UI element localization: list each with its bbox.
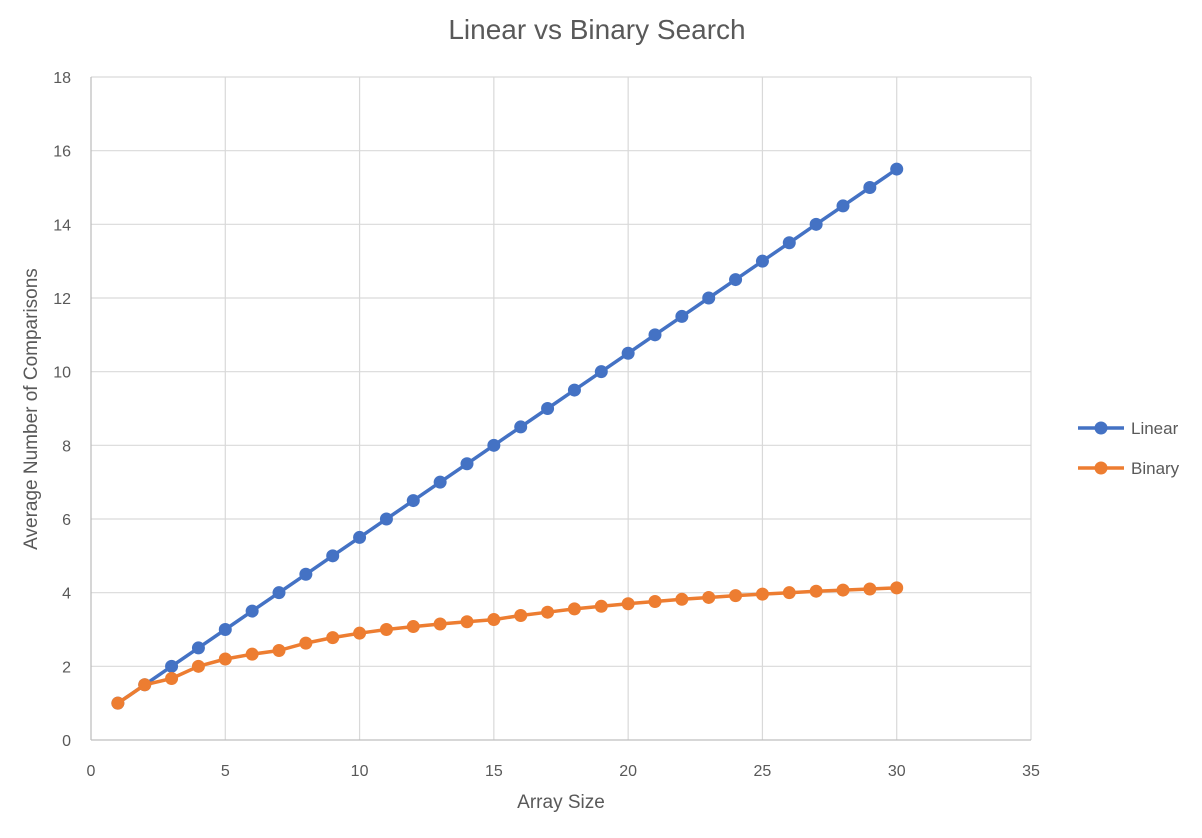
x-tick-label: 15 [485, 763, 503, 780]
legend-label: Linear [1131, 419, 1179, 438]
legend-label: Binary [1131, 459, 1180, 478]
linear-point [648, 328, 662, 342]
linear-point [272, 586, 286, 600]
linear-point [863, 181, 877, 194]
binary-point [675, 592, 689, 606]
legend: Linear Binary [1078, 419, 1180, 478]
y-axis-title: Average Number of Comparisons [21, 268, 42, 550]
linear-point [782, 236, 796, 250]
linear-point [809, 217, 823, 231]
binary-point [272, 643, 286, 657]
linear-point [218, 623, 232, 636]
y-tick-label: 10 [53, 365, 71, 382]
binary-point [245, 647, 259, 661]
binary-series [111, 581, 904, 710]
gridlines [91, 76, 1032, 740]
binary-point [755, 587, 769, 601]
y-tick-label: 18 [53, 70, 71, 87]
binary-point [729, 589, 743, 603]
legend-item-binary: Binary [1078, 459, 1180, 478]
linear-point [675, 309, 689, 323]
y-tick-label: 12 [53, 291, 71, 308]
x-tick-label: 25 [754, 763, 772, 780]
binary-point [299, 636, 313, 650]
binary-point [782, 586, 796, 600]
x-tick-label: 0 [87, 763, 96, 780]
legend-item-linear: Linear [1078, 419, 1179, 438]
binary-point [406, 620, 420, 634]
binary-point [191, 659, 205, 673]
series-lines [111, 162, 904, 710]
x-tick-label: 10 [351, 763, 369, 780]
x-tick-label: 20 [619, 763, 637, 780]
binary-point [541, 605, 555, 619]
binary-point [594, 599, 608, 613]
linear-point [621, 346, 635, 360]
binary-point [890, 581, 904, 595]
binary-point [702, 590, 716, 604]
binary-point [514, 609, 528, 623]
x-axis-title: Array Size [517, 792, 605, 813]
binary-point [111, 696, 125, 710]
binary-point [648, 595, 662, 609]
linear-point [567, 383, 581, 397]
x-tick-label: 5 [221, 763, 230, 780]
y-tick-label: 14 [53, 217, 71, 234]
linear-point [890, 162, 904, 176]
linear-point [541, 402, 555, 415]
binary-point [326, 631, 340, 645]
binary-point [353, 626, 367, 640]
y-tick-label: 8 [62, 438, 71, 455]
binary-point [621, 597, 635, 611]
linear-point [165, 659, 179, 673]
binary-point [460, 615, 474, 629]
linear-point [326, 549, 340, 563]
binary-point [379, 623, 393, 636]
binary-point [809, 584, 823, 598]
binary-point [165, 671, 179, 685]
binary-point [567, 602, 581, 616]
tick-labels: 0 2 4 6 8 10 12 14 16 18 0 5 10 15 20 25 30 35 [53, 70, 1040, 780]
linear-point [487, 438, 501, 452]
linear-point [433, 475, 447, 489]
axes [90, 77, 1031, 741]
legend-swatch-marker [1094, 421, 1108, 435]
linear-point [594, 365, 608, 379]
linear-point [729, 273, 743, 287]
binary-point [138, 678, 152, 692]
legend-swatch-marker [1094, 461, 1108, 475]
linear-point [379, 512, 393, 526]
y-tick-label: 0 [62, 733, 71, 750]
linear-point [406, 494, 420, 508]
linear-point [514, 420, 528, 434]
linear-point [702, 291, 716, 305]
y-tick-label: 16 [53, 144, 71, 161]
y-tick-label: 2 [62, 659, 71, 676]
x-tick-label: 30 [888, 763, 906, 780]
linear-point [245, 604, 259, 618]
binary-point [487, 613, 501, 627]
binary-point [218, 652, 232, 666]
x-tick-label: 35 [1022, 763, 1040, 780]
linear-point [353, 530, 367, 544]
binary-point [433, 617, 447, 631]
y-tick-label: 4 [62, 586, 71, 603]
linear-point [755, 254, 769, 268]
linear-series [111, 162, 904, 710]
chart-title: Linear vs Binary Search [448, 14, 745, 45]
y-tick-label: 6 [62, 512, 71, 529]
binary-point [863, 582, 877, 596]
linear-point [191, 641, 205, 655]
linear-point [836, 199, 850, 213]
linear-point [460, 457, 474, 471]
linear-point [299, 567, 313, 581]
binary-point [836, 583, 850, 597]
